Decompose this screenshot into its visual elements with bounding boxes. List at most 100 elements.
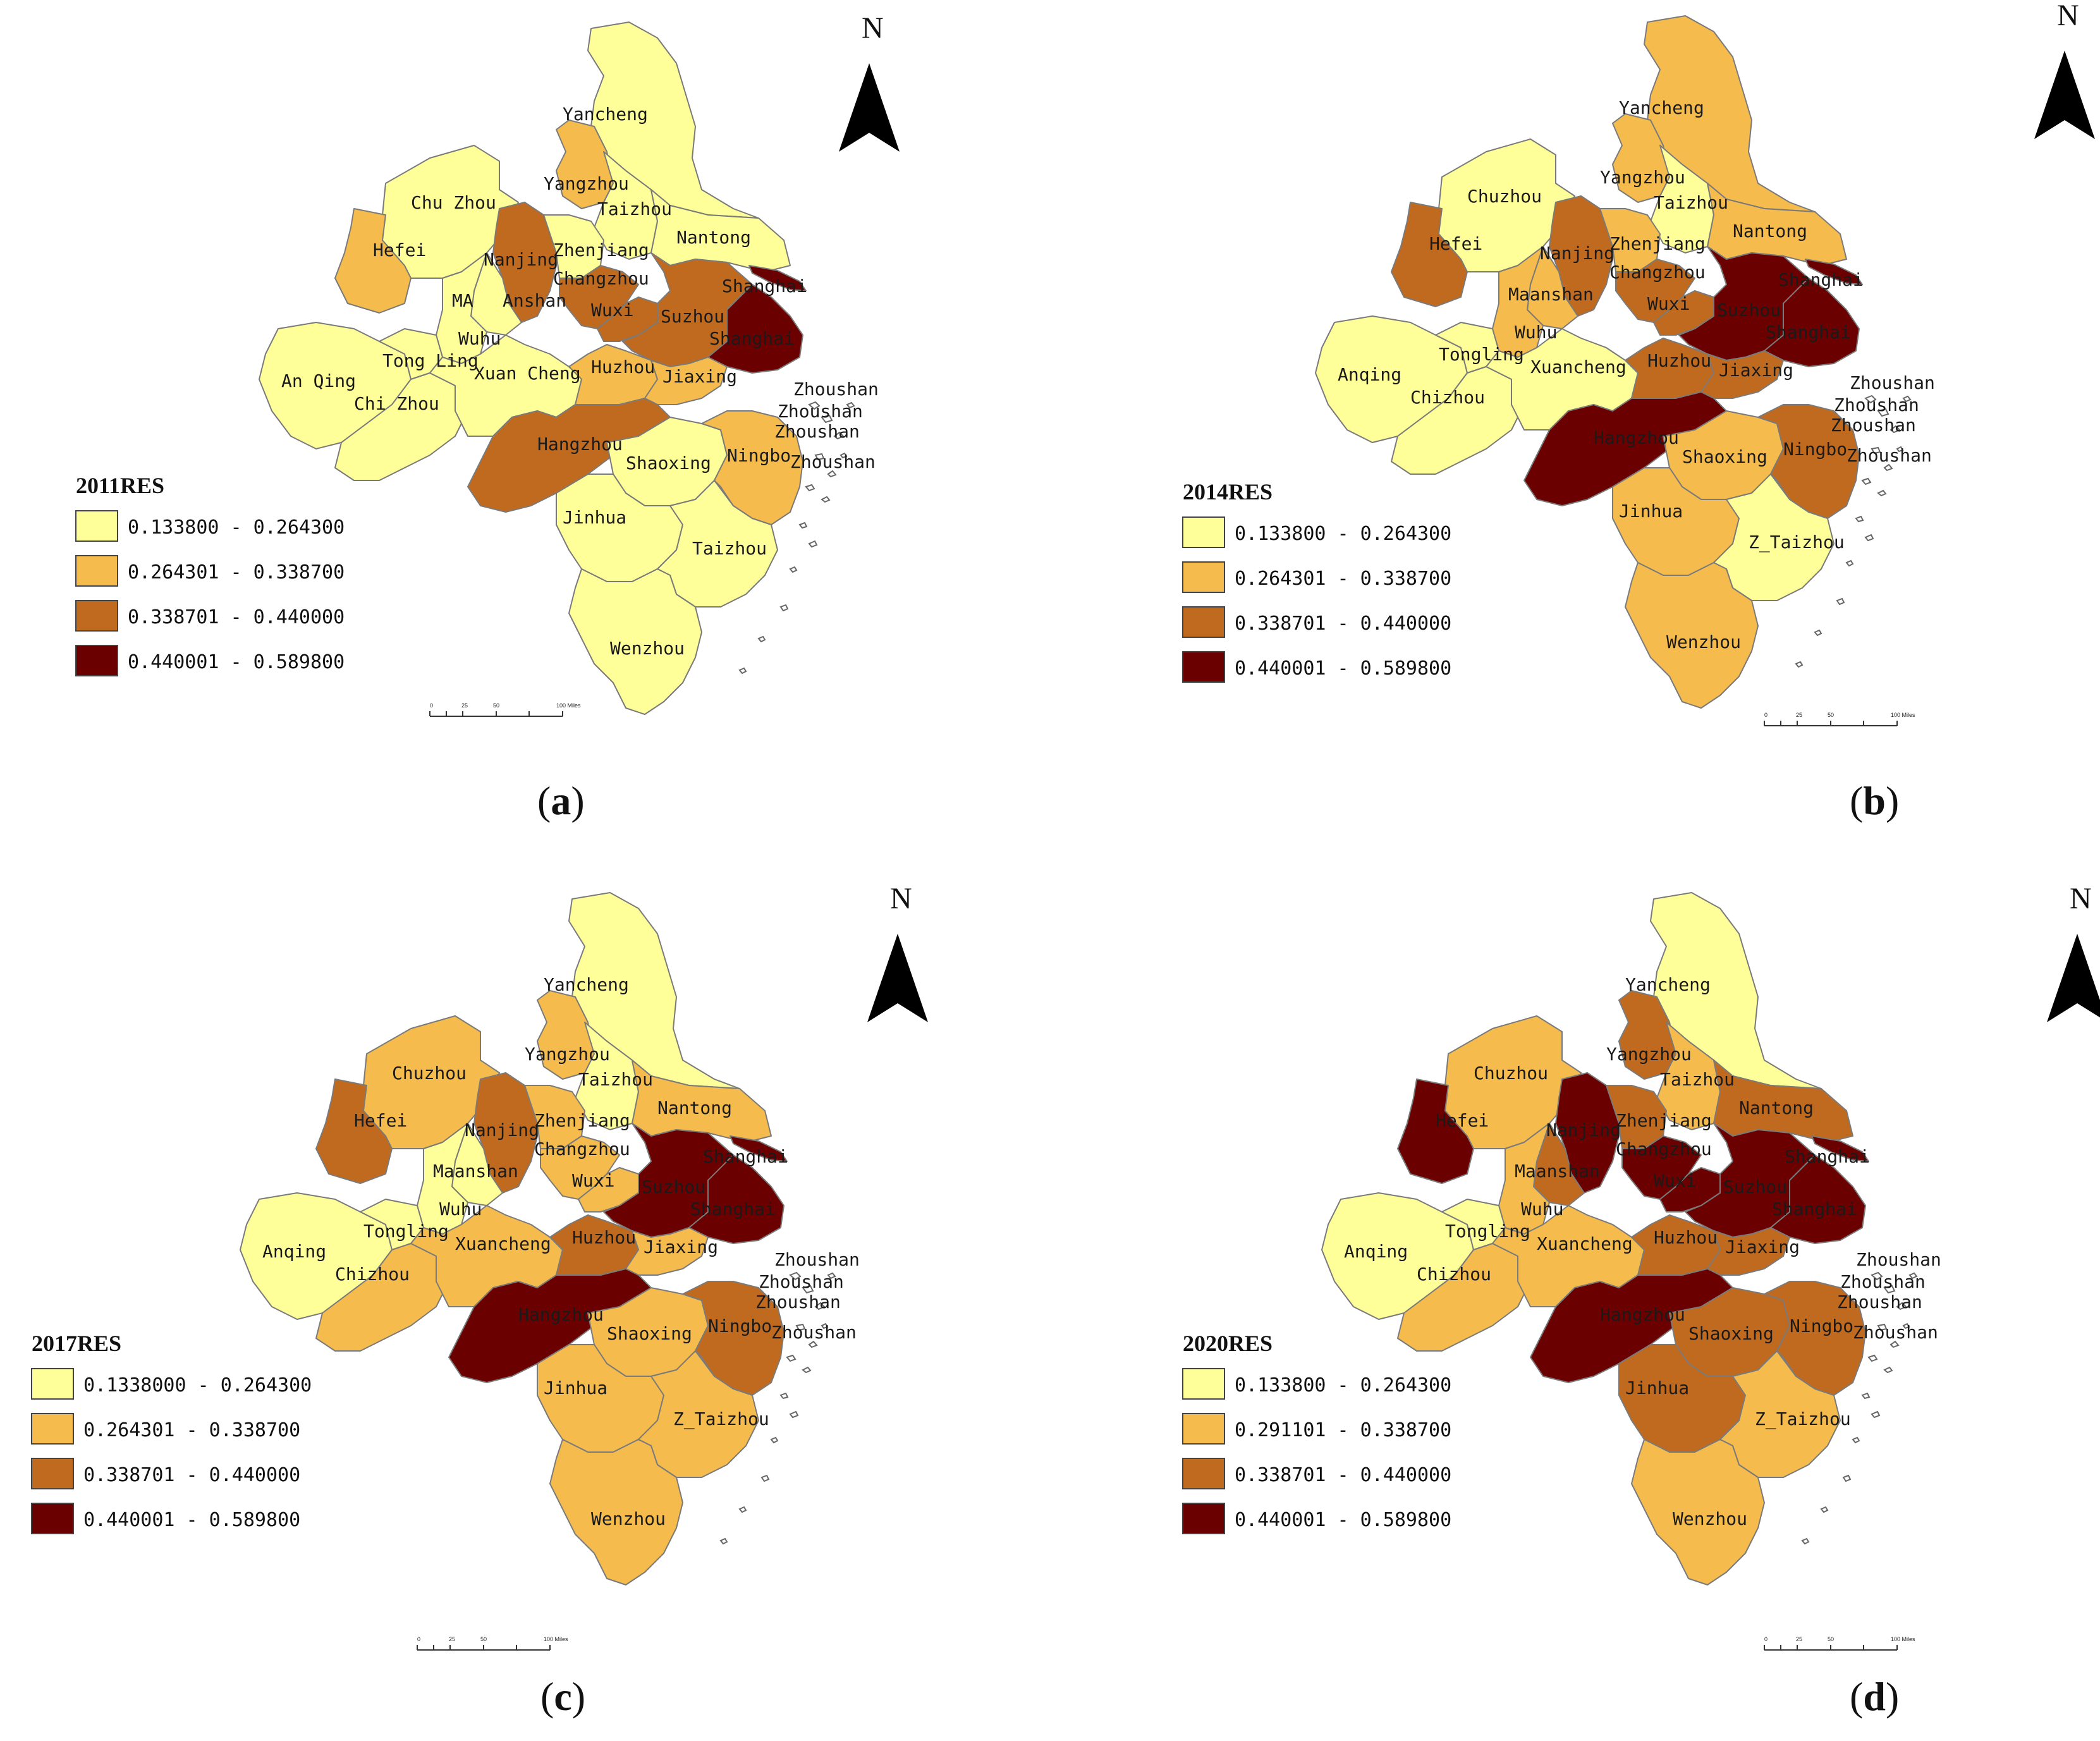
region-jiaxing bbox=[1700, 350, 1784, 399]
city-label-maanshan: Maanshan bbox=[433, 1161, 518, 1182]
legend-item-4: 0.440001 - 0.589800 bbox=[83, 1509, 300, 1531]
city-label-nantong: Nantong bbox=[657, 1097, 732, 1118]
legend-swatch-1 bbox=[1182, 1368, 1225, 1400]
region-shanghai bbox=[707, 284, 803, 374]
city-label-wenzhou: Wenzhou bbox=[591, 1508, 666, 1529]
city-label-zhoushan4: Zhoushan bbox=[771, 1322, 857, 1343]
city-label-hangzhou: Hangzhou bbox=[1600, 1304, 1685, 1325]
map-panel-a: Yancheng Yangzhou Taizhou Chu Zhou Hefei Nanj… bbox=[0, 0, 1050, 870]
legend-swatch-4 bbox=[31, 1503, 74, 1534]
north-arrow-icon: N bbox=[839, 11, 900, 152]
city-label-nantong: Nantong bbox=[1739, 1097, 1814, 1118]
city-label-ningbo: Ningbo bbox=[708, 1316, 772, 1336]
region-z-taizhou bbox=[638, 1350, 759, 1478]
panel-caption: (c) bbox=[540, 1674, 586, 1719]
city-label-huzhou: Huzhou bbox=[1647, 350, 1711, 371]
city-label-wenzhou: Wenzhou bbox=[610, 638, 685, 659]
city-label-taizhou: Taizhou bbox=[1660, 1069, 1735, 1090]
legend-item-1: 0.1338000 - 0.264300 bbox=[83, 1374, 312, 1396]
city-label-yangzhou: Yangzhou bbox=[1606, 1044, 1692, 1065]
city-label-z-taizhou: Z_Taizhou bbox=[1755, 1408, 1851, 1430]
scale-label: 0 bbox=[417, 1636, 420, 1642]
scale-label: 100 Miles bbox=[1891, 1636, 1915, 1642]
legend-swatch-3 bbox=[1182, 1458, 1225, 1489]
city-label-zhenjiang: Zhenjiang bbox=[553, 240, 649, 260]
legend-item-3: 0.338701 - 0.440000 bbox=[83, 1464, 300, 1486]
city-label-wuxi: Wuxi bbox=[572, 1170, 614, 1191]
city-label-hangzhou: Hangzhou bbox=[537, 434, 623, 455]
region-jiaxing bbox=[625, 1227, 709, 1276]
north-label: N bbox=[2057, 0, 2079, 32]
city-label-jinhua: Jinhua bbox=[544, 1378, 607, 1398]
legend-item-4: 0.440001 - 0.589800 bbox=[1235, 657, 1451, 680]
legend-swatch-1 bbox=[1182, 516, 1225, 548]
city-label-chizhou: Chizhou bbox=[1410, 387, 1485, 408]
city-label-suzhou: Suzhou bbox=[661, 306, 724, 327]
region-hefei bbox=[315, 1078, 393, 1184]
city-label-wuhu: Wuhu bbox=[439, 1199, 482, 1219]
city-label-jinhua: Jinhua bbox=[563, 507, 626, 528]
region-hefei bbox=[1397, 1078, 1474, 1184]
city-label-nanjing: Nanjing bbox=[465, 1120, 539, 1140]
city-label-shanghai-top: Shanghai bbox=[722, 276, 807, 296]
map-svg-a: Yancheng Yangzhou Taizhou Chu Zhou Hefei Nanj… bbox=[75, 11, 900, 717]
city-label-hefei: Hefei bbox=[373, 240, 426, 260]
legend-swatch-2 bbox=[1182, 561, 1225, 593]
region-jiaxing bbox=[1707, 1227, 1790, 1276]
city-label-shanghai: Shanghai bbox=[709, 328, 795, 349]
region-shanghai bbox=[688, 1154, 784, 1244]
legend-item-3: 0.338701 - 0.440000 bbox=[1235, 1464, 1451, 1486]
city-label-yangzhou: Yangzhou bbox=[544, 173, 629, 194]
city-label-nantong: Nantong bbox=[1733, 221, 1807, 241]
city-label-yancheng: Yancheng bbox=[1619, 97, 1704, 118]
map-svg-c: Yancheng Yangzhou Taizhou Chuzhou Hefei Nanji… bbox=[31, 882, 928, 1651]
legend-swatch-2 bbox=[31, 1413, 74, 1445]
scale-bar: 0 25 50 100 Miles bbox=[429, 702, 581, 717]
scale-label: 25 bbox=[449, 1636, 455, 1642]
scale-label: 50 bbox=[1828, 1636, 1834, 1642]
scale-label: 50 bbox=[493, 702, 499, 709]
city-label-anqing: Anqing bbox=[1344, 1241, 1408, 1262]
map-panel-d: Yancheng Yangzhou Taizhou Chuzhou Hefei Nanji… bbox=[1050, 870, 2100, 1741]
legend-swatch-3 bbox=[75, 600, 118, 632]
legend-item-2: 0.264301 - 0.338700 bbox=[83, 1419, 300, 1441]
legend-title: 2017RES bbox=[32, 1331, 121, 1356]
city-label-xuancheng: Xuancheng bbox=[1537, 1233, 1633, 1254]
legend-c: 2017RES 0.1338000 - 0.264300 0.264301 - 0.… bbox=[31, 1331, 312, 1534]
city-label-zhoushan4: Zhoushan bbox=[1847, 445, 1932, 466]
region-shanghai-island bbox=[1811, 1135, 1869, 1162]
city-label-yangzhou: Yangzhou bbox=[525, 1044, 610, 1065]
region-hefei bbox=[1391, 202, 1468, 307]
city-label-jiaxing: Jiaxing bbox=[1719, 360, 1793, 381]
city-label-z-taizhou: Taizhou bbox=[692, 538, 767, 559]
legend-item-1: 0.133800 - 0.264300 bbox=[128, 516, 345, 539]
scale-label: 0 bbox=[430, 702, 433, 709]
city-label-zhoushan1: Zhoushan bbox=[793, 379, 879, 400]
region-z-taizhou bbox=[1719, 1350, 1841, 1478]
city-label-shanghai-top: Shanghai bbox=[1778, 269, 1864, 290]
city-label-taizhou: Taizhou bbox=[578, 1069, 653, 1090]
city-label-zhoushan3: Zhoushan bbox=[774, 421, 860, 442]
legend-item-1: 0.133800 - 0.264300 bbox=[1235, 523, 1451, 545]
scale-label: 0 bbox=[1764, 712, 1767, 718]
legend-item-4: 0.440001 - 0.589800 bbox=[1235, 1509, 1451, 1531]
city-label-anqing: An Qing bbox=[281, 370, 356, 391]
city-label-zhoushan3: Zhoushan bbox=[1831, 415, 1916, 436]
legend-item-2: 0.264301 - 0.338700 bbox=[1235, 568, 1451, 590]
city-label-huzhou: Huzhou bbox=[572, 1227, 636, 1248]
zhoushan-islands bbox=[1795, 394, 1912, 668]
city-label-shanghai-top: Shanghai bbox=[703, 1146, 788, 1167]
north-arrow-icon: N bbox=[2047, 882, 2100, 1022]
map-panel-c: Yancheng Yangzhou Taizhou Chuzhou Hefei Nanji… bbox=[0, 870, 1050, 1741]
legend-swatch-3 bbox=[31, 1458, 74, 1489]
region-shanghai-island bbox=[730, 1135, 788, 1162]
zhoushan-islands bbox=[738, 401, 855, 675]
city-label-shaoxing: Shaoxing bbox=[607, 1323, 692, 1344]
region-shanghai bbox=[1764, 278, 1860, 367]
city-label-wuxi: Wuxi bbox=[1647, 293, 1690, 314]
scale-label: 100 Miles bbox=[544, 1636, 568, 1642]
city-label-suzhou: Suzhou bbox=[1717, 300, 1781, 321]
city-label-zhenjiang: Zhenjiang bbox=[1609, 233, 1706, 254]
city-label-changzhou: Changzhou bbox=[1616, 1139, 1712, 1159]
legend-swatch-4 bbox=[75, 645, 118, 676]
